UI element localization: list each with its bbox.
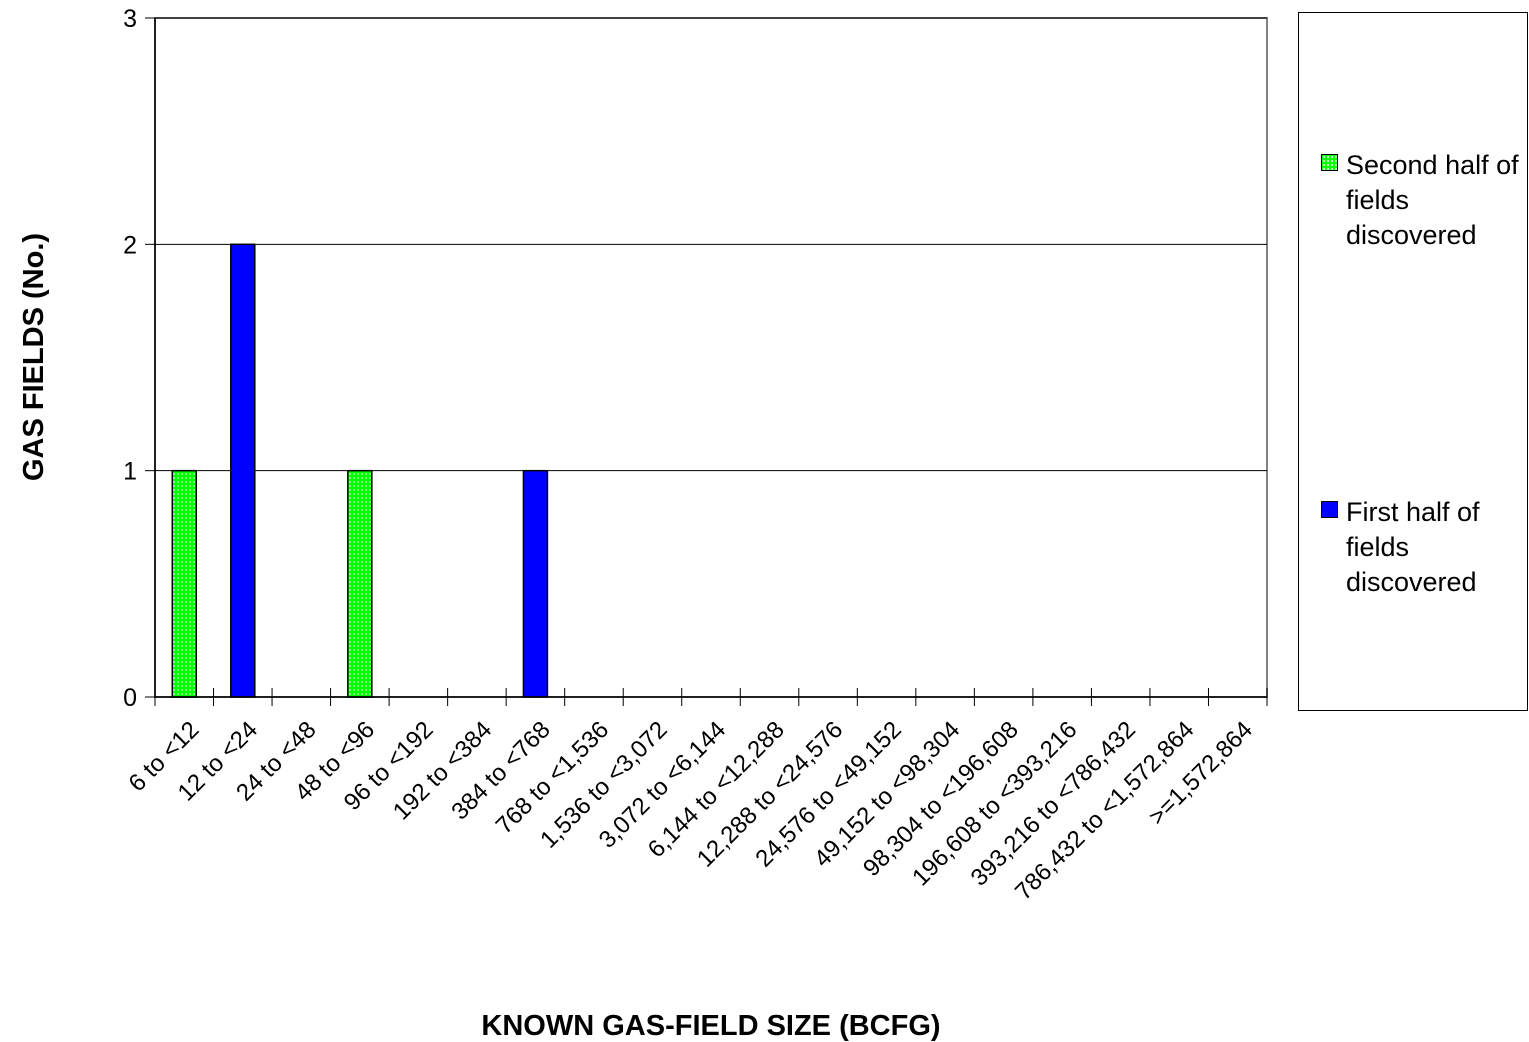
legend-label: First half of fields discovered <box>1346 497 1480 597</box>
bar-second-half <box>347 469 373 698</box>
legend-swatch-green <box>1321 154 1338 171</box>
y-tick-label: 1 <box>123 458 137 486</box>
legend-label: Second half of fields discovered <box>1346 150 1519 250</box>
y-tick-label: 2 <box>123 231 137 259</box>
y-tick-label: 3 <box>123 5 137 33</box>
bar-second-half <box>171 469 198 698</box>
legend-swatch-blue <box>1321 501 1338 518</box>
legend-item-first-half: First half of fields discovered <box>1321 495 1521 600</box>
plot-area <box>154 17 1268 698</box>
y-axis-title: GAS FIELDS (No.) <box>18 233 50 481</box>
legend: Second half of fields discovered First h… <box>1298 12 1528 711</box>
legend-item-second-half: Second half of fields discovered <box>1321 148 1521 253</box>
y-tick-label: 0 <box>123 684 137 712</box>
bar-first-half <box>230 243 256 698</box>
bar-first-half <box>522 469 549 698</box>
x-axis-title: KNOWN GAS-FIELD SIZE (BCFG) <box>481 1010 940 1042</box>
